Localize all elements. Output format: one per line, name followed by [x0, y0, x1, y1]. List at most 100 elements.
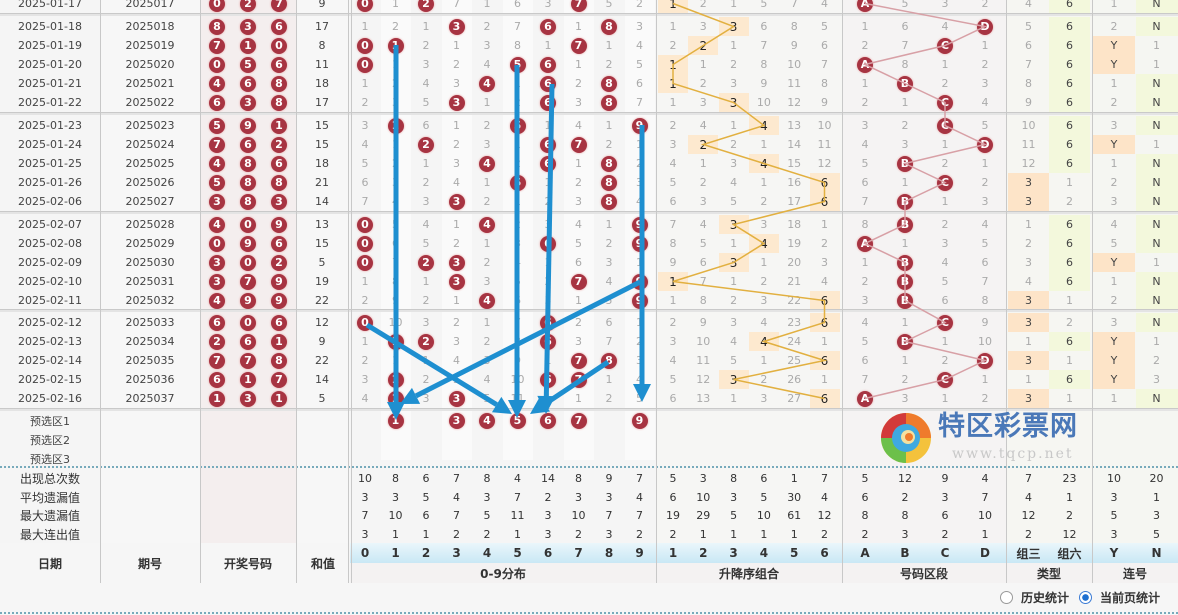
- hit-ball: 6: [540, 333, 556, 350]
- asc-cell: 7: [810, 55, 840, 74]
- preselect-ball[interactable]: 4: [479, 412, 495, 429]
- omission-value: 5: [422, 237, 430, 250]
- dist-cell: 6: [533, 370, 563, 389]
- draw-cell: 3: [202, 272, 232, 291]
- asc-cell: 1: [658, 17, 688, 36]
- radio-current[interactable]: [1079, 590, 1093, 604]
- asc-hit-value: 4: [760, 236, 768, 251]
- omission-value: 1: [483, 0, 491, 10]
- zone-cell: B: [885, 215, 925, 234]
- asc-cell: 6: [809, 192, 840, 211]
- omission-value: 1: [575, 58, 582, 71]
- dist-cell: 4: [381, 192, 411, 211]
- hit-ball: 8: [601, 193, 617, 210]
- lian-cell: N: [1135, 272, 1178, 291]
- zone-hit-ball: B: [897, 193, 913, 210]
- radio-history[interactable]: [1000, 590, 1013, 604]
- hit-ball: 7: [570, 273, 587, 290]
- dist-cell: 3: [472, 272, 502, 291]
- dist-cell: 1: [472, 0, 502, 13]
- type-value: 3: [1025, 195, 1032, 208]
- omission-value: 7: [514, 20, 521, 33]
- omission-value: 8: [901, 58, 909, 71]
- dist-cell: 4: [411, 74, 441, 93]
- zone-hit-ball: B: [897, 273, 913, 290]
- preselect-ball[interactable]: 3: [448, 412, 465, 429]
- omission-value: 7: [821, 58, 828, 71]
- radio-history-label[interactable]: 历史统计: [1021, 590, 1070, 605]
- type-value: 6: [1066, 237, 1073, 250]
- stat-value: 6: [422, 509, 430, 522]
- omission-value: 2: [483, 119, 491, 132]
- asc-cell: 1: [810, 215, 840, 234]
- omission-value: 2: [699, 0, 707, 10]
- preselect-ball[interactable]: 1: [387, 412, 404, 429]
- zone-cell: 3: [845, 291, 885, 310]
- omission-value: 3: [636, 354, 643, 367]
- dist-cell: 4: [564, 116, 594, 135]
- asc-hit-value: 3: [729, 372, 738, 387]
- lian-cell: 1: [1093, 389, 1135, 408]
- preselect-ball[interactable]: 5: [509, 412, 526, 429]
- issue-cell: 2025023: [100, 116, 200, 135]
- sum: 15: [315, 119, 329, 132]
- asc-cell: 4: [749, 313, 779, 332]
- hit-ball: 8: [601, 155, 617, 172]
- omission-value: 10: [787, 58, 802, 71]
- draw-ball: 6: [240, 75, 256, 92]
- lian-cell: 1: [1093, 272, 1135, 291]
- stat-value: 7: [453, 509, 460, 522]
- asc-hit-value: 4: [760, 118, 768, 133]
- omission-value: 1: [941, 195, 949, 208]
- zone-cell: 4: [965, 215, 1005, 234]
- dist-cell: 4: [411, 215, 441, 234]
- type-value: 1: [1066, 354, 1073, 367]
- dist-cell: 5: [625, 389, 655, 408]
- lian-cell: N: [1135, 154, 1178, 173]
- hit-ball: 8: [601, 94, 617, 111]
- stat-value: 3: [901, 527, 909, 541]
- omission-value: 3: [760, 218, 768, 231]
- omission-value: 1: [575, 294, 582, 307]
- draw-ball: 5: [209, 117, 225, 134]
- omission-value: 12: [787, 96, 802, 109]
- zone-cell: A: [845, 389, 885, 408]
- zone-cell: 2: [845, 93, 885, 112]
- zone-hit-ball: D: [977, 136, 993, 153]
- preselect-ball[interactable]: 6: [540, 412, 556, 429]
- preselect-cell: 9: [625, 411, 655, 430]
- omission-value: 1: [941, 392, 949, 405]
- type-value: 6: [1066, 218, 1073, 231]
- preselect-ball[interactable]: 9: [631, 412, 648, 429]
- type-cell: 3: [1008, 313, 1049, 332]
- asc-cell: 6: [809, 389, 840, 408]
- header-lian: N: [1151, 546, 1162, 560]
- draw-ball: 3: [209, 254, 225, 271]
- lian-value: 2: [1110, 96, 1118, 109]
- omission-value: 6: [361, 176, 369, 189]
- dist-cell: 4: [350, 135, 380, 154]
- draw-ball: 8: [271, 94, 287, 111]
- asc-cell: 3: [719, 313, 749, 332]
- asc-cell: 3: [749, 215, 779, 234]
- lian-cell: N: [1135, 74, 1178, 93]
- omission-value: 4: [699, 218, 707, 231]
- omission-value: 2: [575, 316, 582, 329]
- lian-value: Y: [1110, 58, 1118, 71]
- preselect-ball[interactable]: 7: [570, 412, 587, 429]
- stat-cell: 61: [779, 506, 809, 525]
- asc-cell: 3: [688, 93, 718, 112]
- radio-current-label[interactable]: 当前页统计: [1100, 590, 1161, 605]
- omission-value: 3: [760, 392, 768, 405]
- asc-cell: 8: [688, 291, 718, 310]
- zone-cell: B: [885, 253, 925, 272]
- stat-value: 14: [541, 472, 555, 485]
- dist-cell: 4: [472, 215, 502, 234]
- dist-cell: 6: [625, 74, 655, 93]
- stat-cell: 7: [442, 469, 472, 488]
- stat-value: 1: [760, 527, 768, 541]
- dist-cell: 2: [350, 93, 380, 112]
- type-value: 6: [1066, 119, 1073, 132]
- stat-value: 8: [861, 509, 869, 522]
- dist-cell: 3: [442, 17, 472, 36]
